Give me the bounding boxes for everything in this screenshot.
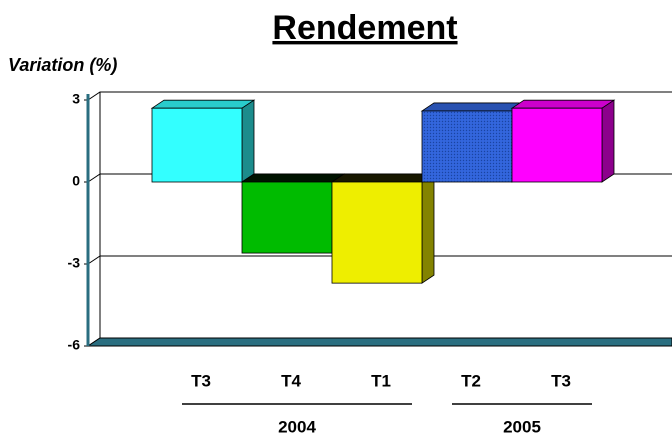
y-tick-label: 3 (72, 91, 80, 107)
floor (86, 337, 672, 347)
y-tick-label: -3 (68, 255, 81, 271)
bar-side (241, 99, 255, 183)
bar-top (420, 102, 526, 112)
bar (151, 107, 243, 183)
y-tick-label: -6 (68, 337, 81, 353)
x-tick-label: T2 (461, 371, 481, 390)
grid-line (87, 91, 672, 101)
bar-top (150, 99, 256, 109)
bar-pattern (422, 110, 512, 182)
x-tick-label: T3 (191, 371, 211, 390)
x-tick-label: T4 (281, 371, 301, 390)
bar (241, 181, 333, 254)
x-tick-label: T1 (371, 371, 391, 390)
bar (331, 181, 423, 284)
bar-side (421, 173, 435, 284)
group-label: 2005 (503, 417, 541, 436)
bar-side (601, 99, 615, 183)
bar-top (510, 99, 616, 109)
grid-line (87, 255, 672, 265)
chart-title: Rendement (272, 9, 457, 47)
bar-top (330, 173, 436, 183)
y-tick-label: 0 (72, 173, 80, 189)
bar (511, 107, 603, 183)
x-tick-label: T3 (551, 371, 571, 390)
group-label: 2004 (278, 417, 316, 436)
y-axis-label: Variation (%) (8, 55, 117, 75)
bar-top (240, 173, 346, 183)
